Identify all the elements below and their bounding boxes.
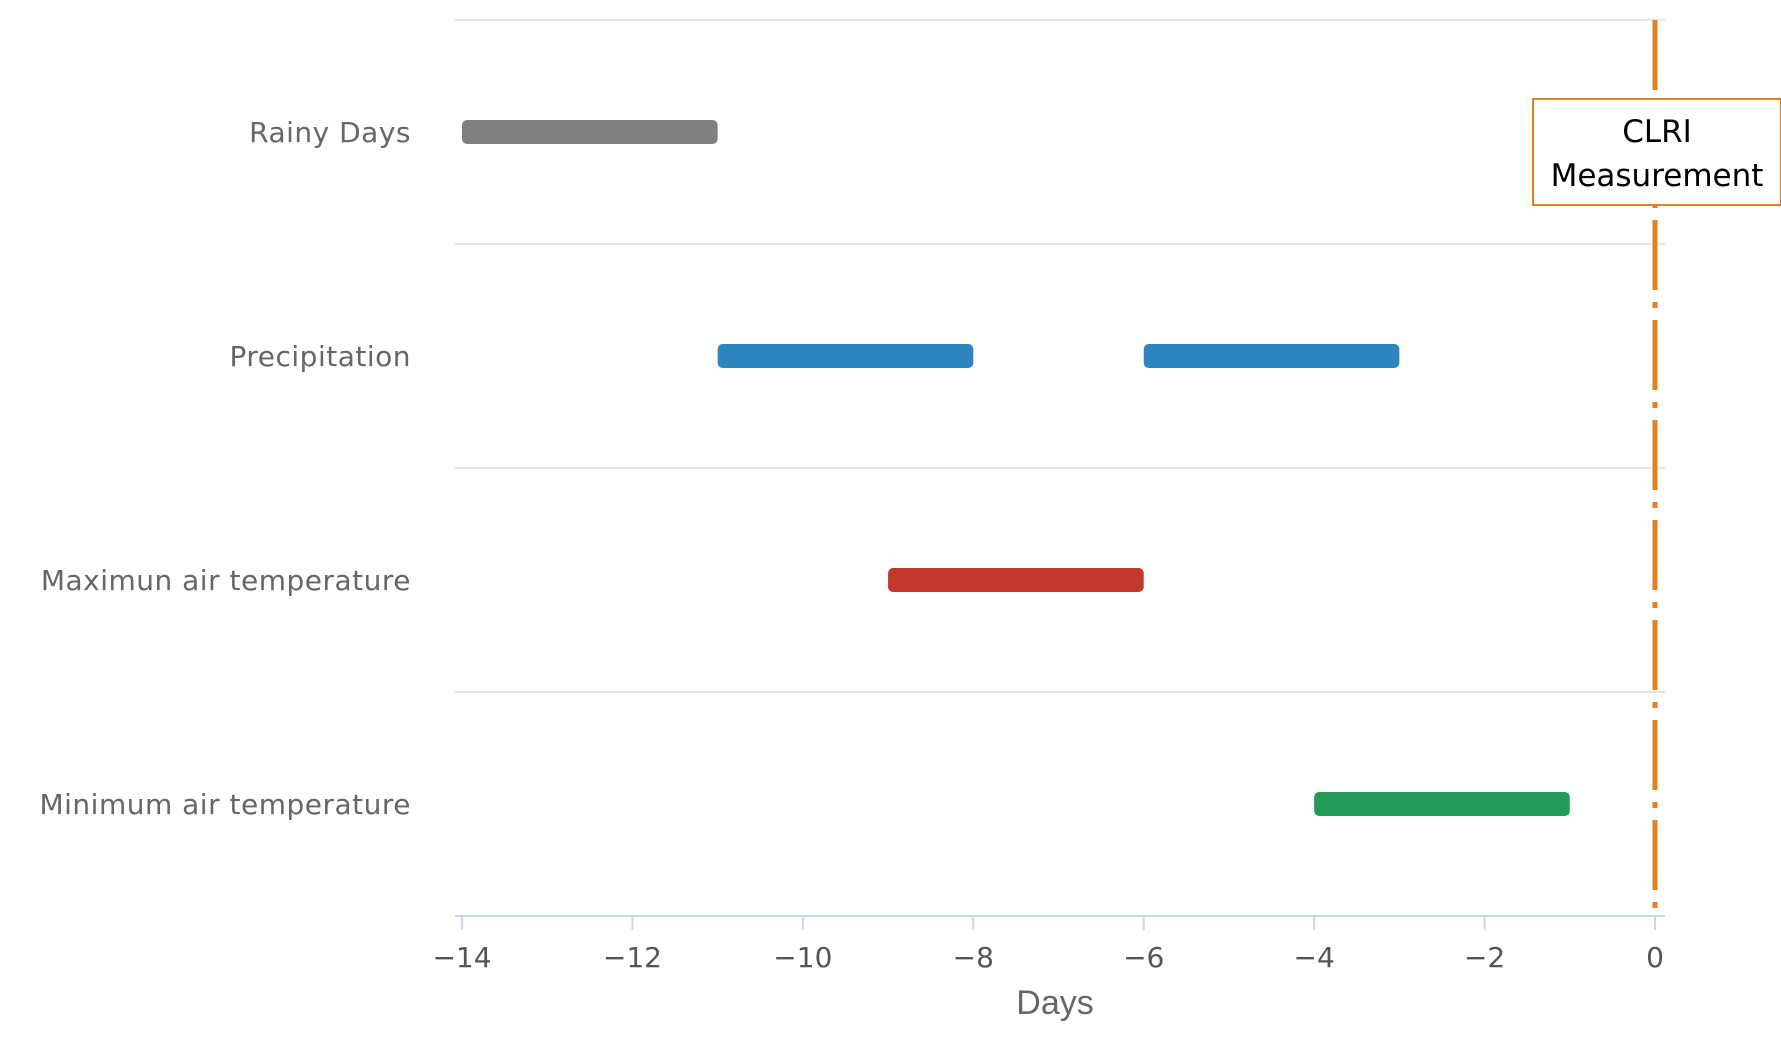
bars-layer [462,120,1570,816]
x-tick-label: 0 [1646,941,1664,974]
x-tick-label: −6 [1123,941,1164,974]
reference-annotation-text: CLRI [1622,114,1692,150]
reference-layer: CLRI Measurement [1532,20,1781,916]
category-label: Rainy Days [249,116,411,149]
x-tick-label: −14 [432,941,491,974]
category-label: Precipitation [229,340,411,373]
x-tick-label: −2 [1464,941,1505,974]
reference-annotation-text: Measurement [1551,158,1764,194]
category-labels: Rainy Days Precipitation Maximun air tempe… [39,116,411,821]
range-bar [462,120,718,144]
x-axis: −14 −12 −10 −8 −6 −4 −2 0 [432,915,1665,974]
x-axis-title: Days [1016,984,1093,1022]
x-tick-label: −10 [773,941,832,974]
range-bar [888,568,1144,592]
category-label: Maximun air temperature [41,564,411,597]
x-tick-label: −8 [953,941,994,974]
grid-layer [455,19,1665,693]
reference-annotation-box [1532,98,1781,206]
x-tick-label: −4 [1294,941,1335,974]
category-label: Minimum air temperature [39,788,411,821]
x-tick-label: −12 [603,941,662,974]
range-bar [717,344,974,368]
range-bar [1314,792,1570,816]
range-bar [1143,344,1400,368]
